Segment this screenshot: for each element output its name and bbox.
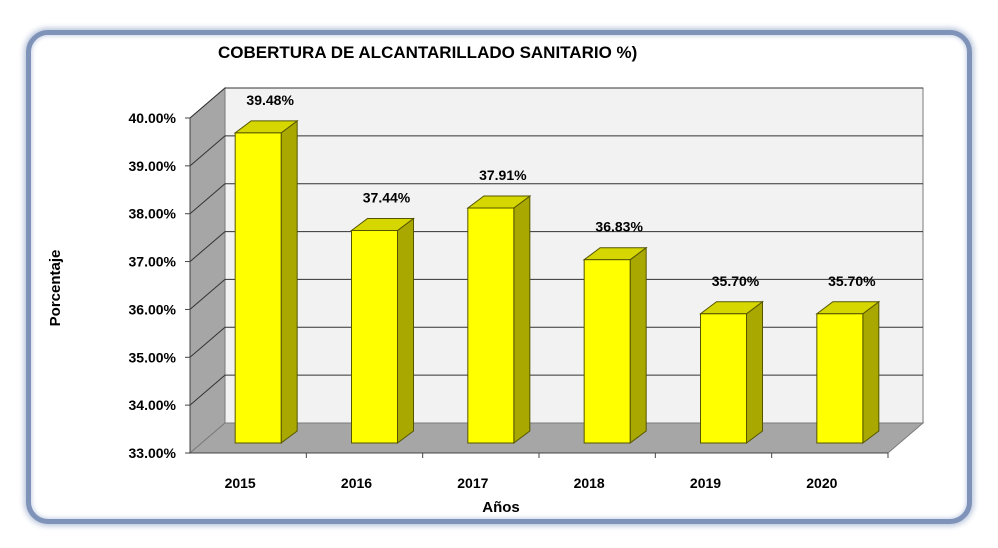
gridline xyxy=(189,183,923,215)
gridline xyxy=(189,231,923,262)
plot-area: 33.00% 34.00% 35.00% 36.00% 37.00% 38.00% 39.0… xyxy=(129,86,925,491)
bar-side xyxy=(629,246,647,444)
bar-side xyxy=(397,217,414,444)
bar xyxy=(816,313,864,444)
y-axis-label: Porcentaje xyxy=(47,250,64,327)
y-tick-label: 34.00% xyxy=(129,397,177,413)
gridline xyxy=(189,278,923,310)
x-tick-label: 2020 xyxy=(806,475,837,491)
x-tick-label: 2015 xyxy=(225,475,256,491)
bar-side xyxy=(746,300,763,444)
y-tick-label: 40.00% xyxy=(129,110,177,126)
bar-side xyxy=(862,300,880,444)
bar xyxy=(234,132,282,444)
y-tick-label: 35.00% xyxy=(129,349,177,365)
y-tick-label: 36.00% xyxy=(129,301,177,317)
x-tick-label: 2018 xyxy=(574,475,605,491)
x-tick-label: 2016 xyxy=(341,475,372,491)
x-tick-label: 2019 xyxy=(690,475,721,491)
bar-side xyxy=(513,195,531,444)
data-label: 39.48% xyxy=(246,92,294,108)
y-tick-label: 38.00% xyxy=(129,206,177,222)
bar xyxy=(351,230,398,444)
data-label: 37.91% xyxy=(479,167,527,183)
y-tick-label: 37.00% xyxy=(129,254,177,270)
bar xyxy=(583,259,631,444)
floor xyxy=(188,422,925,454)
gridline xyxy=(189,135,923,167)
bar xyxy=(700,313,747,444)
gridline xyxy=(189,374,923,406)
y-tick-label: 33.00% xyxy=(129,445,177,461)
data-label: 35.70% xyxy=(712,273,760,289)
data-label: 36.83% xyxy=(595,219,643,235)
bar-side xyxy=(280,119,298,444)
bar xyxy=(467,207,515,444)
x-axis-label: Años xyxy=(482,499,520,516)
data-label: 35.70% xyxy=(828,273,876,289)
chart-title: COBERTURA DE ALCANTARILLADO SANITARIO %) xyxy=(218,43,637,62)
x-tick-label: 2017 xyxy=(457,475,488,491)
side-wall xyxy=(189,86,226,455)
data-label: 37.44% xyxy=(363,190,411,206)
y-tick-label: 39.00% xyxy=(129,158,177,174)
gridline xyxy=(189,87,923,119)
gridline xyxy=(189,326,923,358)
